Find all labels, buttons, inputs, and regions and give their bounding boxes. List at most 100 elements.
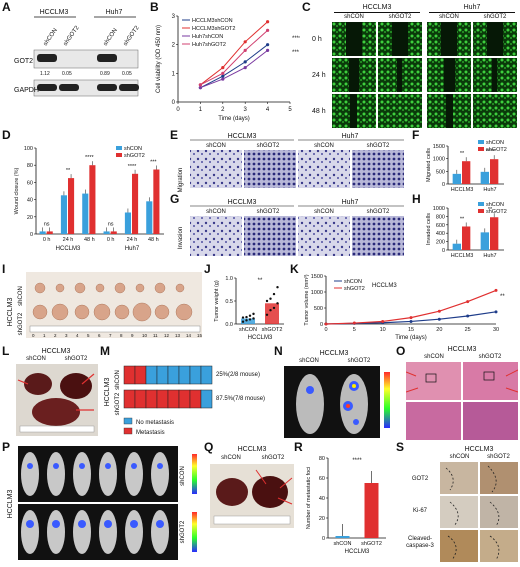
- data-point: [265, 299, 269, 303]
- data-point: [248, 318, 252, 321]
- bar: [462, 161, 471, 184]
- data-point: [266, 28, 270, 32]
- ihc-image: [480, 462, 518, 494]
- data-point: [352, 321, 356, 325]
- mouse-image: [99, 452, 117, 496]
- bar: [89, 165, 96, 234]
- col-label: shGOT2: [257, 143, 280, 149]
- liver-organ: [32, 398, 80, 426]
- row-label: 0 h: [312, 36, 322, 43]
- x-tick-label: 0: [176, 107, 180, 113]
- y-tick-label: 40: [27, 198, 33, 204]
- row-label: GOT2: [411, 476, 429, 482]
- x-axis-label: HCCLM3: [345, 549, 370, 555]
- wound-image: [378, 22, 422, 56]
- significance-label: ****: [128, 164, 137, 170]
- metastasis-cell: [189, 389, 202, 409]
- metastasis-cells: [123, 365, 213, 409]
- side-label: HCCLM3: [7, 490, 14, 519]
- ruler-label: 15: [197, 333, 202, 338]
- blot-band: [37, 54, 57, 62]
- metastasis-cell: [167, 389, 180, 409]
- tumor: [154, 282, 166, 294]
- row-label: shGOT2: [115, 392, 121, 415]
- ihc-image: [440, 496, 478, 528]
- data-point: [198, 83, 202, 87]
- blot-band: [97, 54, 117, 62]
- panel-letter-n: N: [274, 344, 283, 358]
- panel-n-bioluminescence: HCCLM3 shCON shGOT2: [284, 350, 394, 440]
- legend-swatch: [478, 147, 484, 151]
- x-tick-label: Huh7: [483, 187, 496, 193]
- col-label: shGOT2: [367, 209, 390, 215]
- wound-image: [378, 58, 422, 92]
- tumor: [51, 303, 69, 321]
- legend-label: shCON: [344, 279, 362, 285]
- data-point: [466, 314, 470, 318]
- metastasis-cell: [123, 389, 136, 409]
- data-point: [276, 286, 279, 289]
- row-label: shCON: [115, 370, 121, 390]
- ruler-label: 6: [98, 333, 101, 338]
- panel-a-western-blot: HCCLM3 Huh7 shCON shGOT2 shCON shGOT2 GO…: [14, 9, 141, 97]
- y-axis-label: Invaded cells: [426, 213, 432, 245]
- lane-label: shCON: [103, 28, 119, 48]
- panel-letter-q: Q: [204, 440, 214, 454]
- metastasis-cell: [200, 365, 213, 385]
- panel-letter-i: I: [2, 262, 6, 276]
- group-label: Huh7: [463, 4, 481, 11]
- data-point: [269, 309, 272, 312]
- data-point: [494, 310, 498, 314]
- col-label: shCON: [449, 454, 470, 460]
- group-label: Huh7: [342, 133, 359, 140]
- mouse-image: [73, 510, 91, 554]
- x-axis-label: Time (days): [395, 335, 426, 341]
- row-label: Ki-67: [412, 508, 427, 514]
- col-label: shCON: [314, 209, 334, 215]
- significance-label: **: [500, 294, 505, 300]
- y-tick-label: 800: [436, 214, 445, 220]
- liver-organ: [24, 373, 52, 395]
- y-tick-label: 100: [24, 146, 33, 152]
- data-point: [276, 302, 279, 305]
- mouse-image: [340, 374, 368, 434]
- bar: [110, 231, 117, 234]
- metastasis-cell: [178, 389, 191, 409]
- significance-label: ***: [150, 160, 157, 166]
- tumor: [74, 304, 90, 320]
- x-tick-label: 3: [244, 107, 248, 113]
- x-tick-label: 0: [324, 327, 327, 333]
- data-point: [248, 314, 252, 317]
- data-point: [252, 312, 255, 316]
- liver-organ: [60, 373, 92, 399]
- bar: [490, 217, 499, 250]
- y-tick-label: 600: [436, 223, 445, 229]
- y-tick-label: 400: [436, 231, 445, 237]
- ruler-label: 13: [175, 333, 181, 338]
- y-tick-label: 1000: [311, 290, 323, 296]
- panel-s-ihc: HCCLM3 shCON shGOT2 GOT2 Ki-67 Cleaved- …: [400, 446, 518, 562]
- mouse-image: [296, 374, 324, 434]
- ruler-label: 8: [120, 333, 123, 338]
- significance-label: **: [460, 216, 465, 222]
- he-image: [406, 362, 461, 400]
- y-tick-label: 1: [172, 71, 176, 77]
- chart-r-metastatic-foci: 0 20 40 60 80 Number of metastatic foci shCON s…: [306, 456, 386, 555]
- bar: [452, 173, 461, 184]
- significance-label: **: [66, 168, 71, 174]
- ruler-label: 9: [131, 333, 134, 338]
- panel-letter-s: S: [396, 440, 405, 454]
- wound-image-grid: [332, 22, 517, 128]
- col-label: shCON: [206, 143, 226, 149]
- transwell-image: [298, 150, 350, 188]
- col-label: shGOT2: [388, 14, 412, 20]
- tumor: [55, 283, 65, 293]
- luminescence-spot: [27, 463, 33, 469]
- y-tick-label: 1500: [311, 274, 323, 280]
- legend-label: Huh7shCON: [192, 34, 223, 40]
- panel-q-liver-photo: HCCLM3 shCON shGOT2: [210, 446, 294, 562]
- chart-d-wound-closure: 0 20 40 60 80 100 Wound closure (%) 0 h ns 24 h **…: [14, 146, 164, 252]
- bar: [153, 169, 160, 234]
- col-label: shCON: [439, 14, 459, 20]
- liver-organ: [252, 476, 288, 508]
